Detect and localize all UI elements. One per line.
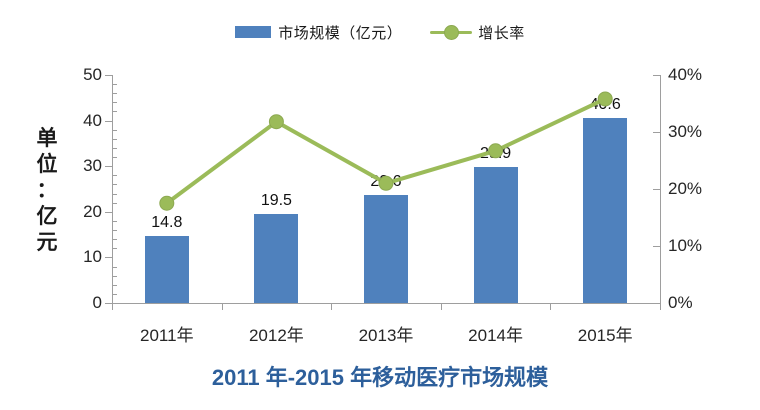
y-axis-minor-tick	[113, 138, 117, 140]
x-axis-line	[112, 303, 661, 304]
chart-title: 2011 年-2015 年移动医疗市场规模	[211, 365, 549, 390]
y-axis-tick-label: 40	[83, 110, 102, 130]
y-axis-minor-tick	[113, 147, 117, 149]
right-axis-line	[660, 75, 661, 303]
y-axis-title-char: ：	[36, 179, 58, 202]
y-axis-minor-tick	[113, 220, 117, 222]
y-axis-minor-tick	[113, 184, 117, 186]
y-axis-minor-tick	[113, 266, 117, 268]
growth-rate-marker	[597, 91, 613, 107]
secondary-axis-tick-label: 0%	[668, 293, 693, 312]
y-axis-major-tick	[105, 75, 112, 76]
y-axis-minor-tick	[113, 275, 117, 277]
secondary-axis-major-tick	[653, 303, 660, 304]
bar-value-label: 14.8	[151, 213, 183, 231]
y-axis-title-char: 位	[36, 153, 58, 176]
secondary-axis-tick-label: 30%	[668, 122, 703, 141]
bar-2014年	[473, 166, 518, 303]
y-axis-major-tick	[105, 257, 112, 259]
y-axis-minor-tick	[113, 175, 117, 177]
growth-rate-marker	[159, 195, 175, 211]
chart-legend: 市场规模（亿元） 增长率	[0, 18, 760, 46]
bar-series-legend-swatch	[235, 26, 272, 38]
y-axis-major-tick	[105, 166, 112, 168]
y-axis-tick-label: 10	[83, 247, 102, 267]
growth-rate-marker	[378, 175, 394, 191]
x-axis-label: 2013年	[358, 326, 414, 345]
y-axis-tick-label: 30	[83, 156, 102, 176]
y-axis-title: 单位 ： 亿元	[32, 126, 62, 256]
y-axis-minor-tick	[113, 129, 117, 131]
y-axis-major-tick	[105, 211, 112, 213]
growth-rate-marker	[488, 143, 504, 159]
line-series-legend-label: 增长率	[478, 24, 525, 42]
y-axis-minor-tick	[113, 293, 117, 295]
y-axis-minor-tick	[113, 84, 117, 86]
bar-2012年	[254, 214, 299, 303]
left-axis-line	[112, 75, 113, 303]
line-series-legend-marker	[430, 25, 473, 40]
growth-rate-line-layer	[159, 91, 613, 211]
x-axis-label: 2015年	[577, 326, 633, 345]
y-axis-minor-tick	[113, 102, 117, 104]
line-legend-dot	[444, 25, 460, 40]
y-axis-major-tick	[105, 120, 112, 122]
x-axis-label: 2011年	[140, 326, 194, 345]
bar-series-legend-label: 市场规模（亿元）	[278, 24, 403, 42]
secondary-axis-major-tick	[653, 189, 660, 190]
bar-2011年	[144, 235, 189, 303]
bar-value-label: 19.5	[260, 192, 292, 210]
y-axis-minor-tick	[113, 93, 117, 95]
x-axis-tick	[221, 303, 223, 310]
x-axis-label: 2012年	[248, 326, 304, 345]
y-axis-minor-tick	[113, 193, 117, 195]
x-axis-tick	[112, 303, 113, 310]
y-axis-tick-label: 20	[83, 201, 102, 221]
y-axis-title-char: 单	[36, 127, 58, 150]
y-axis-minor-tick	[113, 284, 117, 286]
plot-area: 14.819.523.629.940.6	[112, 75, 660, 303]
secondary-axis-tick-label: 10%	[668, 236, 703, 255]
y-axis-title-char: 元	[36, 231, 58, 254]
y-axis-minor-tick	[113, 248, 117, 250]
bar-2013年	[364, 195, 408, 303]
y-axis-tick-label: 0	[92, 293, 102, 312]
x-axis-tick	[440, 303, 442, 310]
growth-rate-marker	[268, 114, 284, 130]
x-axis-tick	[331, 303, 333, 310]
y-axis-minor-tick	[113, 202, 117, 204]
x-axis-tick	[550, 303, 552, 310]
secondary-axis-major-tick	[653, 132, 660, 133]
y-axis-minor-tick	[113, 157, 117, 159]
secondary-axis-major-tick	[653, 246, 660, 247]
secondary-axis-tick-label: 20%	[668, 179, 703, 198]
y-axis-tick-label: 50	[83, 65, 102, 84]
y-axis-minor-tick	[113, 111, 117, 113]
bar-2015年	[583, 117, 628, 303]
y-axis-major-tick	[105, 303, 112, 304]
y-axis-minor-tick	[113, 239, 117, 241]
x-axis-label: 2014年	[468, 326, 523, 345]
y-axis-title-char: 亿	[36, 205, 58, 228]
x-axis-tick	[660, 303, 661, 310]
secondary-axis-major-tick	[653, 75, 660, 76]
secondary-axis-tick-label: 40%	[668, 65, 703, 84]
y-axis-minor-tick	[113, 230, 117, 232]
